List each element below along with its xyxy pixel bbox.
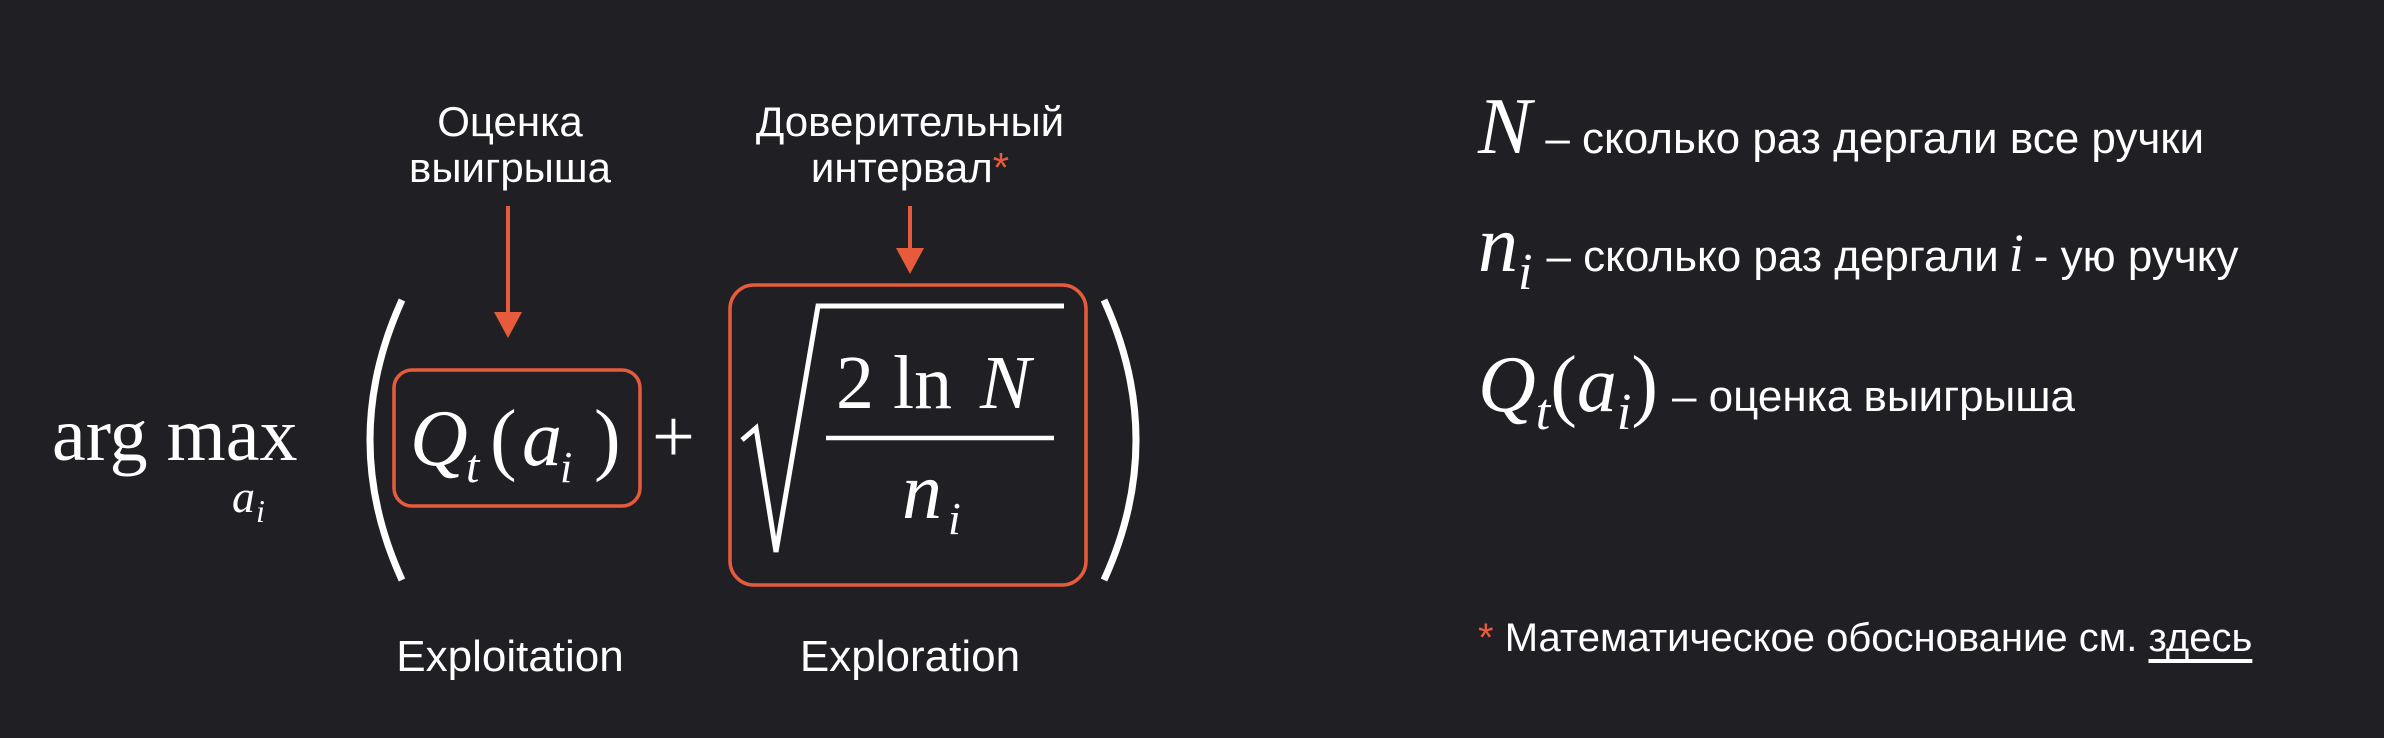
legend-q-subscript: t [1535, 384, 1551, 441]
legend-symbol-n: N [1478, 83, 1532, 171]
exploration-label: Exploration [799, 632, 1021, 681]
footnote: * Математическое обоснование см. здесь [1478, 616, 2252, 661]
numerator-text: 2 ln [836, 341, 952, 425]
arrow-right [896, 206, 924, 274]
legend-q-arg: a [1576, 341, 1617, 429]
q-symbol: Q [410, 395, 468, 483]
legend-italic-i: i [2008, 223, 2024, 283]
denominator-subscript: i [948, 493, 961, 544]
legend-text: – оценка выигрыша [1671, 372, 2076, 421]
q-paren-open: ( [490, 395, 517, 483]
exploitation-label: Exploitation [396, 632, 624, 681]
legend-q-arg-subscript: i [1616, 384, 1632, 441]
legend-row-n-i: ni – сколько раз дергали i - ую ручку [1478, 200, 2238, 302]
legend-text: – сколько раз дергали [1546, 232, 1999, 281]
asterisk-marker: * [992, 144, 1010, 191]
numerator-var: N [979, 341, 1035, 425]
footnote-text: Математическое обоснование см. [1504, 616, 2138, 660]
q-paren-close: ) [594, 395, 621, 483]
legend-row-q: Qt(ai) – оценка выигрыша [1478, 340, 2075, 442]
q-arg: a [522, 395, 562, 483]
footnote-link[interactable]: здесь [2148, 616, 2253, 660]
argmax-subscript-index: i [256, 493, 265, 529]
sqrt-sign [740, 303, 1064, 553]
big-paren-right [1100, 298, 1140, 582]
annotation-line: интервал* [700, 145, 1120, 191]
q-arg-subscript: i [560, 443, 572, 492]
exploitation-annotation: Оценка выигрыша [340, 99, 680, 191]
annotation-line: Оценка [437, 98, 583, 145]
argmax-subscript: a [232, 471, 255, 522]
footnote-asterisk: * [1478, 616, 1494, 660]
annotation-line: Доверительный [755, 98, 1065, 145]
legend-q-paren-close: ) [1631, 341, 1658, 429]
denominator-text: n [902, 448, 942, 536]
exploration-annotation: Доверительный интервал* [700, 99, 1120, 191]
big-paren-left [366, 298, 406, 582]
legend-q-base: Q [1478, 341, 1536, 429]
legend-symbol-subscript: i [1518, 244, 1533, 301]
arrow-left [494, 206, 522, 338]
argmax-text: arg max [52, 393, 298, 477]
legend-text: - ую ручку [2033, 232, 2239, 281]
exploration-box [728, 283, 1088, 587]
plus-sign: + [652, 395, 695, 479]
legend-text: – сколько раз дергали все ручки [1545, 114, 2205, 163]
legend-symbol-ni: ni [1478, 200, 1532, 302]
exploitation-box [392, 368, 642, 508]
annotation-line: выигрыша [409, 144, 611, 191]
legend-q-paren-open: ( [1550, 341, 1577, 429]
q-subscript: t [466, 440, 481, 493]
legend-symbol-base: n [1478, 201, 1518, 289]
legend-symbol-q: Qt(ai) [1478, 340, 1658, 442]
annotation-word: интервал [810, 144, 993, 191]
legend-row-n-total: N – сколько раз дергали все ручки [1478, 82, 2204, 173]
